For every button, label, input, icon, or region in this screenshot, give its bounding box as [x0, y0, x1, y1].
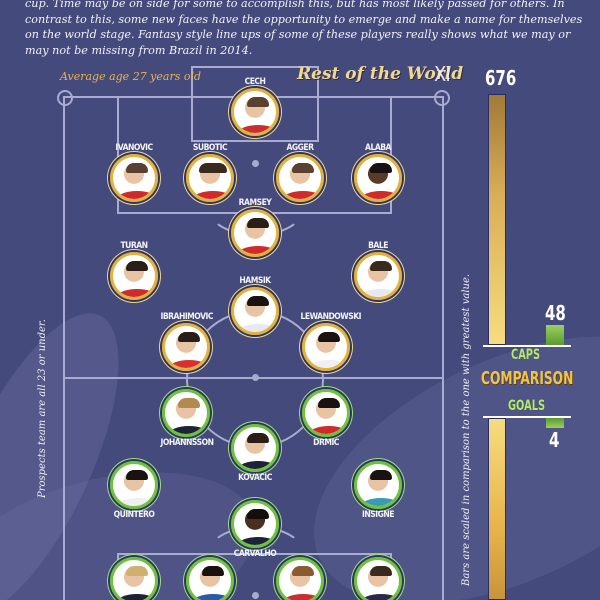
caps-label: CAPS	[511, 347, 541, 363]
player-name: LEWANDOWSKI	[300, 312, 362, 322]
player-photo	[162, 323, 210, 371]
player-photo	[162, 389, 210, 437]
penalty-spot-bottom	[252, 592, 259, 599]
caps-axis	[483, 345, 571, 347]
player-card[interactable]	[348, 556, 408, 600]
prospects-caps-value: 48	[545, 301, 566, 325]
team-title: Rest of the World	[297, 64, 464, 84]
rotw-caps-value: 676	[485, 66, 517, 90]
player-name: TURAN	[120, 241, 148, 251]
player-photo	[186, 557, 234, 600]
player-photo	[110, 461, 158, 509]
goals-label: GOALS	[508, 398, 546, 414]
player-photo	[231, 424, 279, 472]
player-card[interactable]: AGGER	[270, 143, 330, 203]
player-card[interactable]: SUBOTIC	[180, 143, 240, 203]
prospects-age-note: Prospects team are all 23 or under.	[37, 319, 48, 498]
goal-area-top	[191, 66, 319, 142]
player-photo	[276, 557, 324, 600]
player-card[interactable]: IVANOVIC	[104, 143, 164, 203]
player-card[interactable]: TURAN	[104, 241, 164, 301]
player-name: ALABA	[365, 143, 391, 153]
player-card[interactable]: HAMSIK	[225, 276, 285, 336]
team-title-suffix: XI	[434, 62, 451, 86]
player-card[interactable]: RAMSEY	[225, 198, 285, 258]
player-photo	[110, 557, 158, 600]
prospects-caps-bar	[546, 325, 564, 345]
player-name: IBRAHIMOVIC	[160, 312, 214, 322]
player-photo	[354, 154, 402, 202]
player-photo	[231, 500, 279, 548]
corner-arc	[57, 90, 73, 106]
player-card[interactable]	[180, 556, 240, 600]
player-name: CECH	[244, 77, 266, 87]
penalty-spot	[252, 160, 259, 167]
player-name: HAMSIK	[239, 276, 271, 286]
comparison-title: COMPARISON	[481, 368, 574, 389]
bar-scaling-note: Bars are scaled in comparison to the one…	[461, 273, 472, 586]
player-card[interactable]: JOHANNSSON	[156, 388, 216, 448]
player-photo	[231, 287, 279, 335]
player-photo	[231, 209, 279, 257]
player-photo	[354, 557, 402, 600]
player-photo	[354, 461, 402, 509]
prospects-goals-value: 4	[549, 428, 560, 452]
player-name: CARVALHO	[233, 549, 277, 559]
goals-axis	[483, 416, 571, 418]
average-age-label: Average age 27 years old	[60, 70, 202, 83]
player-photo	[302, 389, 350, 437]
rotw-caps-bar	[488, 94, 506, 345]
player-name: JOHANNSSON	[160, 438, 214, 448]
player-photo	[186, 154, 234, 202]
player-name: QUINTERO	[113, 510, 155, 520]
player-name: INSIGNE	[362, 510, 394, 520]
player-photo	[276, 154, 324, 202]
player-photo	[231, 88, 279, 136]
player-card[interactable]: LEWANDOWSKI	[296, 312, 362, 372]
player-card[interactable]: CARVALHO	[225, 499, 285, 559]
player-photo	[302, 323, 350, 371]
intro-paragraph: cup. Time may be on side for some to acc…	[25, 0, 583, 57]
player-name: BALE	[368, 241, 388, 251]
player-card[interactable]: QUINTERO	[104, 460, 164, 520]
player-card[interactable]: INSIGNE	[348, 460, 408, 520]
player-card[interactable]: IBRAHIMOVIC	[156, 312, 216, 372]
player-photo	[110, 154, 158, 202]
player-name: KOVACIC	[238, 473, 272, 483]
player-name: SUBOTIC	[192, 143, 228, 153]
prospects-goals-bar	[546, 418, 564, 428]
player-card[interactable]: ALABA	[348, 143, 408, 203]
player-card[interactable]: DRMIC	[296, 388, 356, 448]
player-photo	[110, 252, 158, 300]
player-card[interactable]	[104, 556, 164, 600]
rotw-goals-bar	[488, 418, 506, 600]
player-card[interactable]: CECH	[225, 77, 285, 137]
player-card[interactable]: KOVACIC	[225, 423, 285, 483]
player-card[interactable]: BALE	[348, 241, 408, 301]
player-photo	[354, 252, 402, 300]
player-name: IVANOVIC	[115, 143, 153, 153]
player-name: AGGER	[286, 143, 314, 153]
player-name: RAMSEY	[238, 198, 272, 208]
player-card[interactable]	[270, 556, 330, 600]
player-name: DRMIC	[313, 438, 339, 448]
corner-arc	[434, 90, 450, 106]
